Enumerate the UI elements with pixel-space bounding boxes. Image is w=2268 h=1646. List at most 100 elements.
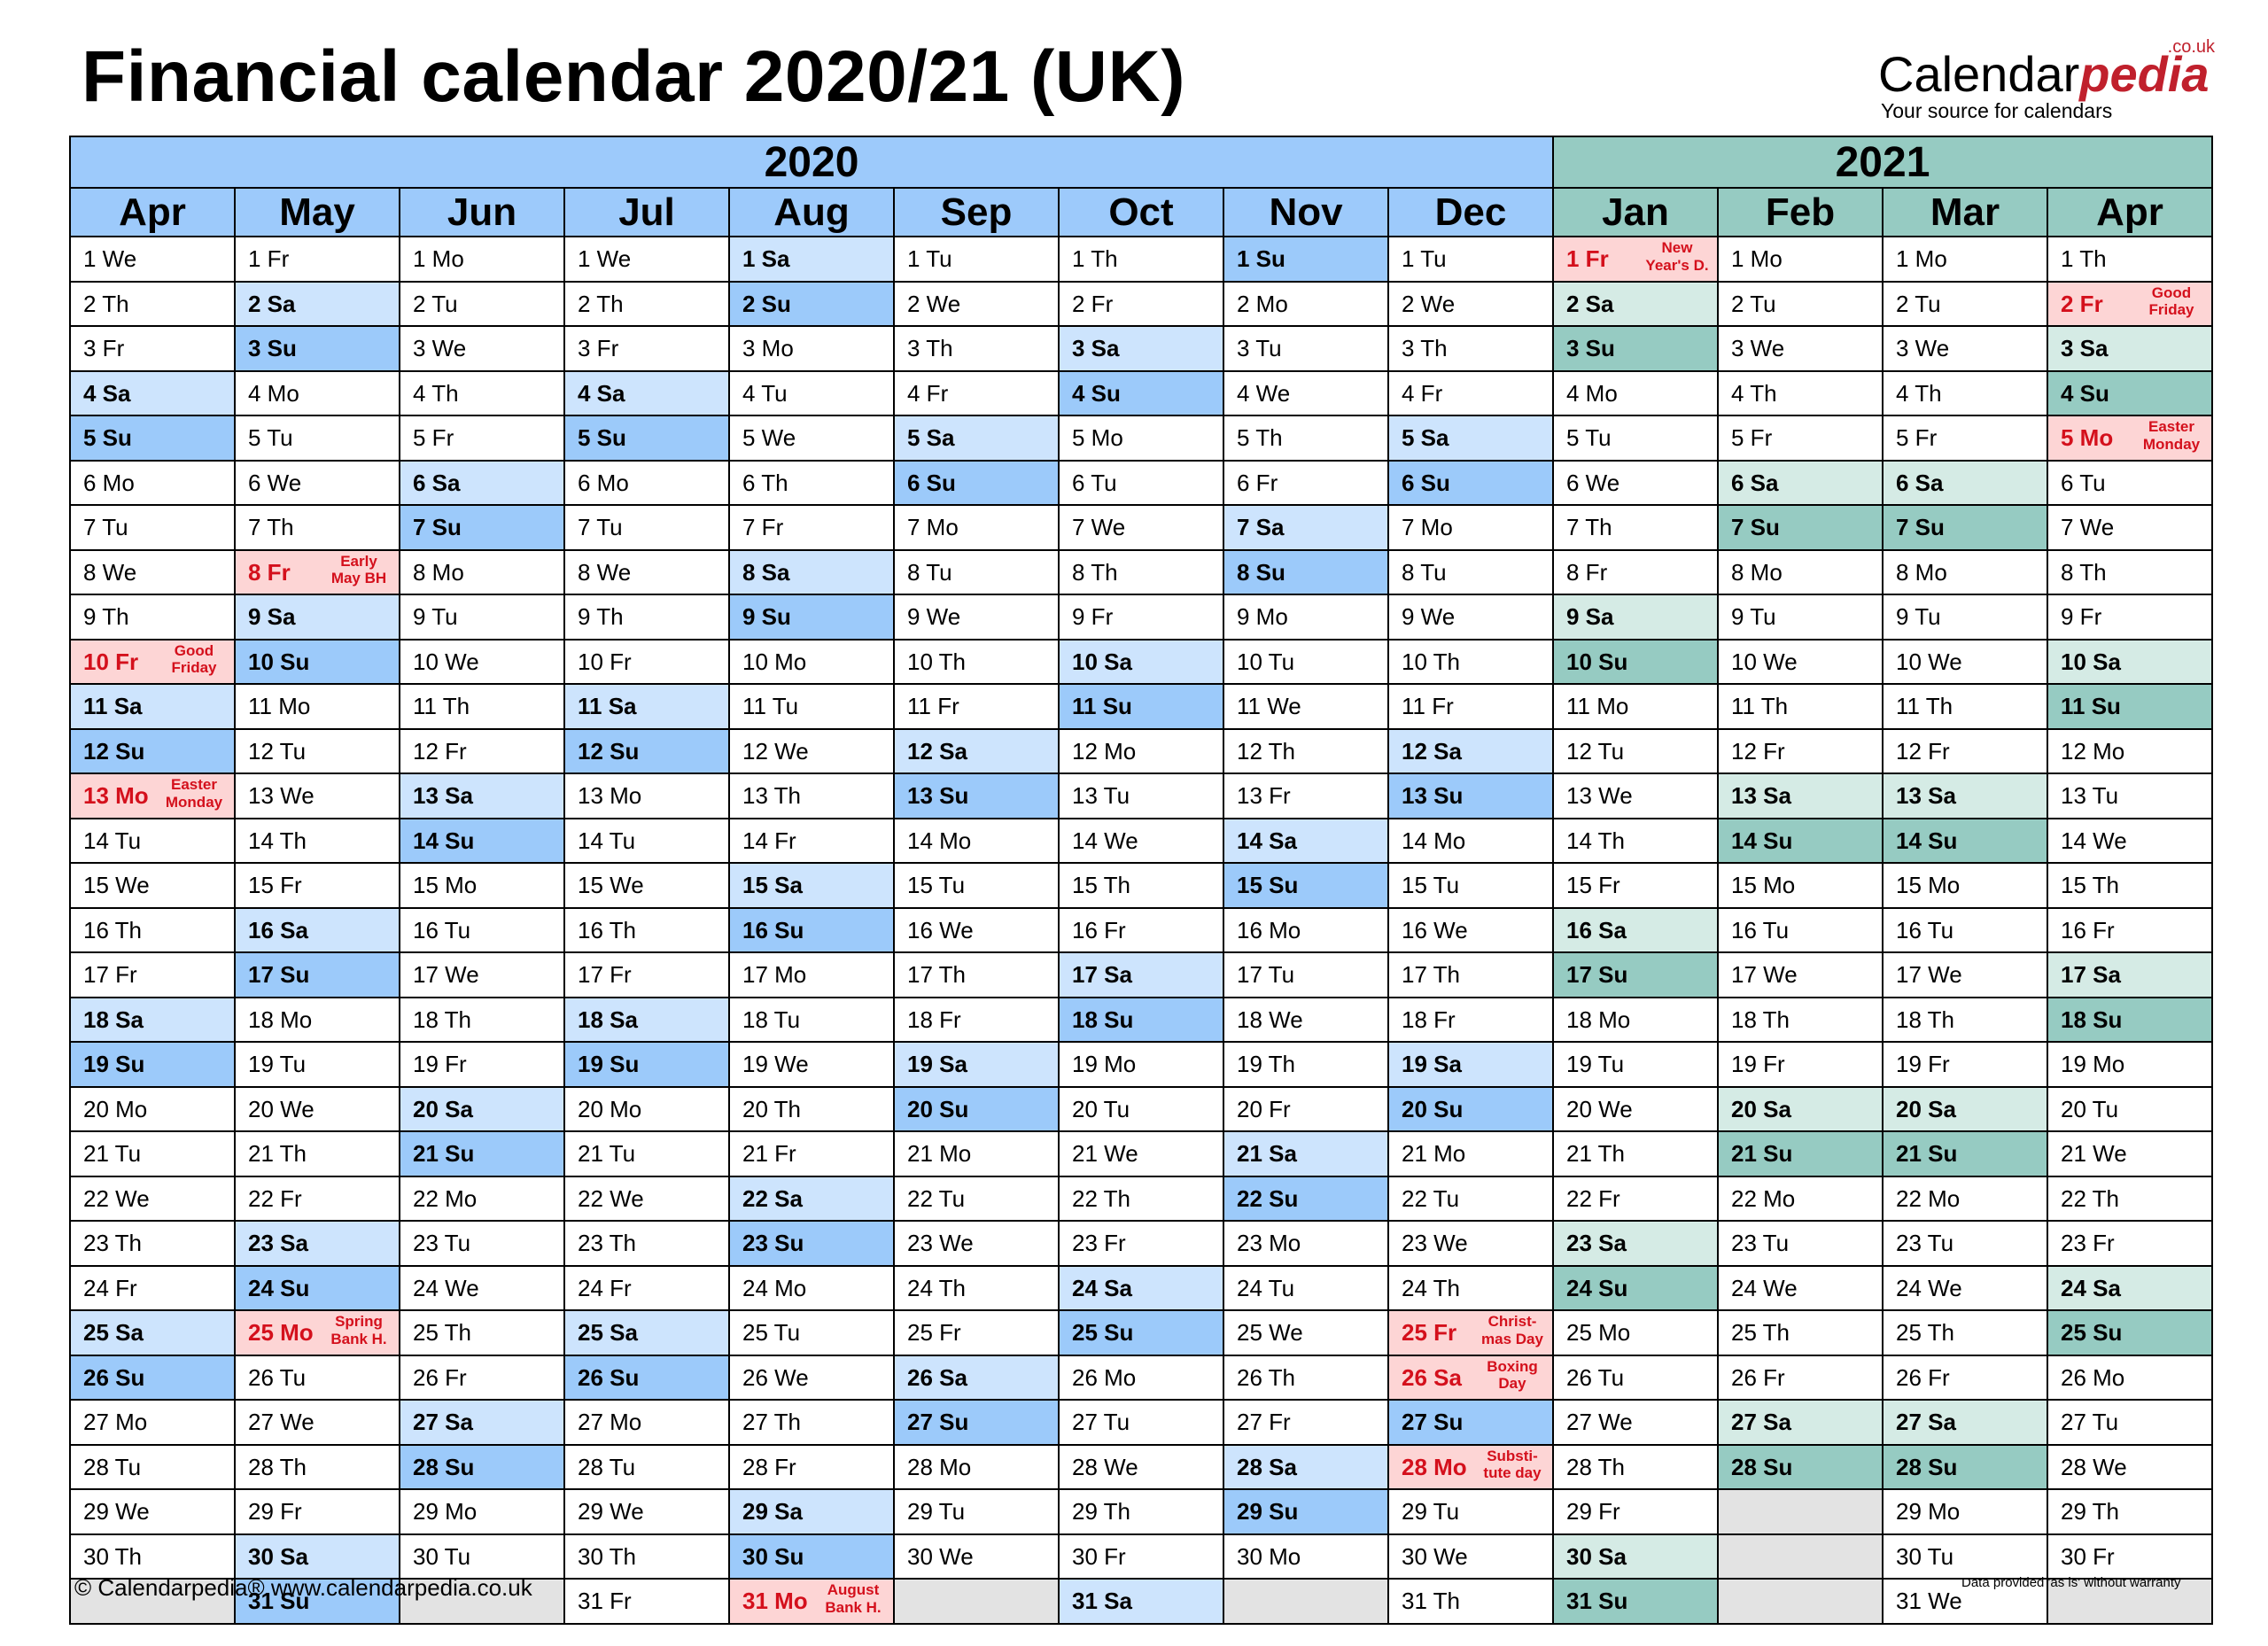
day-label: 19 Sa <box>907 1051 967 1077</box>
day-cell: 20 Tu <box>2047 1085 2213 1132</box>
day-cell: 9 Sa <box>1552 594 1719 641</box>
day-cell: 4 Sa <box>563 369 730 416</box>
day-label: 9 Th <box>578 603 624 630</box>
day-cell: 17 We <box>1882 951 2048 998</box>
day-cell: 3 Th <box>893 325 1060 372</box>
day-label: 25 Sa <box>83 1319 144 1346</box>
day-cell: 18 Tu <box>728 996 895 1043</box>
calendarpedia-logo[interactable]: .co.uk Calendarpedia Your source for cal… <box>1878 34 2215 131</box>
day-cell: 22 Fr <box>1552 1175 1719 1222</box>
day-cell: 27 We <box>1552 1399 1719 1446</box>
day-label: 15 Mo <box>413 872 478 898</box>
day-label: 24 Th <box>1402 1274 1461 1301</box>
day-label: 5 Su <box>83 424 132 451</box>
day-label: 26 Th <box>1237 1363 1296 1391</box>
day-label: 25 Su <box>2061 1319 2123 1346</box>
day-cell: 4 Th <box>1717 369 1884 416</box>
day-label: 2 Mo <box>1237 290 1288 317</box>
day-label: 3 Fr <box>578 335 619 361</box>
day-label: 20 Fr <box>1237 1095 1291 1122</box>
day-cell: 15 Tu <box>1387 862 1554 909</box>
day-row-9: 9 Th 9 Sa 9 Tu 9 Th 9 Su 9 We 9 Fr 9 Mo 9 We 9 Sa… <box>69 594 2213 641</box>
day-cell: 18 Th <box>1882 996 2048 1043</box>
month-header-feb: Feb <box>1717 187 1884 237</box>
day-row-30: 30 Th 30 Sa 30 Tu 30 Th 30 Su 30 We 30 Fr 30 Mo… <box>69 1533 2213 1580</box>
logo-domain-suffix: .co.uk <box>2167 37 2215 57</box>
day-cell: 3 Su <box>234 325 400 372</box>
day-cell: 25 Th <box>1882 1309 2048 1356</box>
day-cell: 27 We <box>234 1399 400 1446</box>
day-cell: 14 Sa <box>1223 817 1389 864</box>
day-label: 18 We <box>1237 1005 1303 1033</box>
day-cell: 5 Tu <box>234 415 400 462</box>
day-cell: 28 Th <box>1552 1443 1719 1490</box>
day-cell: 17 Fr <box>563 951 730 998</box>
day-label: 18 Su <box>2061 1005 2123 1033</box>
day-label: 24 Sa <box>2061 1274 2121 1301</box>
day-label: 5 Mo <box>1072 424 1123 451</box>
day-label: 11 Fr <box>907 693 959 719</box>
day-label: 10 Sa <box>1072 648 1132 675</box>
day-cell: 5 Su <box>69 415 236 462</box>
day-label: 22 Mo <box>1896 1184 1961 1212</box>
day-cell: 7 Mo <box>893 504 1060 551</box>
holiday-note: Easter Monday <box>2142 418 2201 453</box>
day-cell: 27 Mo <box>69 1399 236 1446</box>
day-cell: 22 Th <box>2047 1175 2213 1222</box>
day-cell: 26 Su <box>69 1354 236 1401</box>
day-label: 8 Sa <box>742 558 790 586</box>
day-label: 19 Tu <box>248 1051 307 1077</box>
day-label: 25 Sa <box>578 1319 638 1346</box>
day-label: 4 Sa <box>83 379 131 407</box>
day-cell: 24 Th <box>1387 1264 1554 1311</box>
day-cell: 21 Tu <box>69 1130 236 1177</box>
day-cell: 20 We <box>1552 1085 1719 1132</box>
day-cell: 21 Fr <box>728 1130 895 1177</box>
day-label: 14 Th <box>248 827 307 854</box>
day-label: 27 Tu <box>2061 1409 2119 1435</box>
day-cell: 4 Mo <box>234 369 400 416</box>
day-cell: 4 Fr <box>1387 369 1554 416</box>
day-cell: 23 Mo <box>1223 1220 1389 1267</box>
day-label: 11 We <box>1237 693 1301 719</box>
day-cell: 6 Sa <box>1717 459 1884 506</box>
day-cell: 14 Tu <box>563 817 730 864</box>
day-cell: 24 We <box>1717 1264 1884 1311</box>
day-label: 2 Th <box>578 290 624 317</box>
day-label: 20 Mo <box>83 1095 148 1122</box>
day-cell: 19 Mo <box>1058 1041 1224 1088</box>
day-cell: 17 Fr <box>69 951 236 998</box>
day-label: 22 Mo <box>1731 1184 1796 1212</box>
day-cell: 6 Sa <box>399 459 565 506</box>
day-cell: 5 Mo <box>1058 415 1224 462</box>
month-header-aug: Aug <box>728 187 895 237</box>
holiday-note: Early May BH <box>330 552 387 587</box>
day-cell: 25 Su <box>1058 1309 1224 1356</box>
day-cell: 31 We <box>1882 1578 2048 1625</box>
day-label: 5 Sa <box>1402 424 1449 451</box>
day-label: 24 Fr <box>578 1274 632 1301</box>
day-cell: 11 Fr <box>1387 683 1554 730</box>
day-cell: 15 Mo <box>399 862 565 909</box>
empty-day-cell <box>399 1578 565 1625</box>
day-label: 20 Mo <box>578 1095 642 1122</box>
day-label: 9 Fr <box>2061 603 2102 630</box>
day-cell: 1 Th <box>2047 236 2213 283</box>
day-label: 14 Tu <box>83 827 142 854</box>
day-cell: 3 Sa <box>2047 325 2213 372</box>
day-label: 21 We <box>2061 1140 2127 1167</box>
day-cell: 7 Tu <box>563 504 730 551</box>
day-label: 29 Su <box>1237 1498 1299 1525</box>
day-cell: 7 Mo <box>1387 504 1554 551</box>
day-label: 16 Fr <box>2061 916 2115 943</box>
day-label: 17 Su <box>1566 961 1628 988</box>
day-cell: 23 We <box>893 1220 1060 1267</box>
day-cell: 9 Su <box>728 594 895 641</box>
day-label: 23 Tu <box>1731 1230 1790 1256</box>
day-label: 3 Th <box>1402 335 1448 361</box>
day-label: 20 We <box>1566 1095 1633 1122</box>
day-cell: 22 Sa <box>728 1175 895 1222</box>
day-cell: 6 Su <box>1387 459 1554 506</box>
day-label: 24 We <box>413 1274 479 1301</box>
day-row-22: 22 We 22 Fr 22 Mo 22 We 22 Sa 22 Tu 22 Th 22 Su… <box>69 1175 2213 1222</box>
